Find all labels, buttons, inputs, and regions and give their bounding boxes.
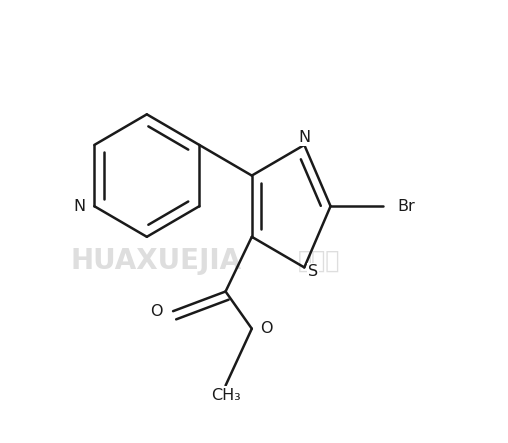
Text: O: O	[261, 321, 273, 336]
Text: HUAXUEJIA: HUAXUEJIA	[70, 247, 241, 275]
Text: 化学加: 化学加	[298, 249, 340, 273]
Text: N: N	[74, 199, 85, 214]
Text: O: O	[150, 303, 162, 319]
Text: Br: Br	[397, 199, 415, 214]
Text: S: S	[308, 264, 318, 279]
Text: N: N	[298, 129, 310, 144]
Text: CH₃: CH₃	[211, 388, 240, 403]
